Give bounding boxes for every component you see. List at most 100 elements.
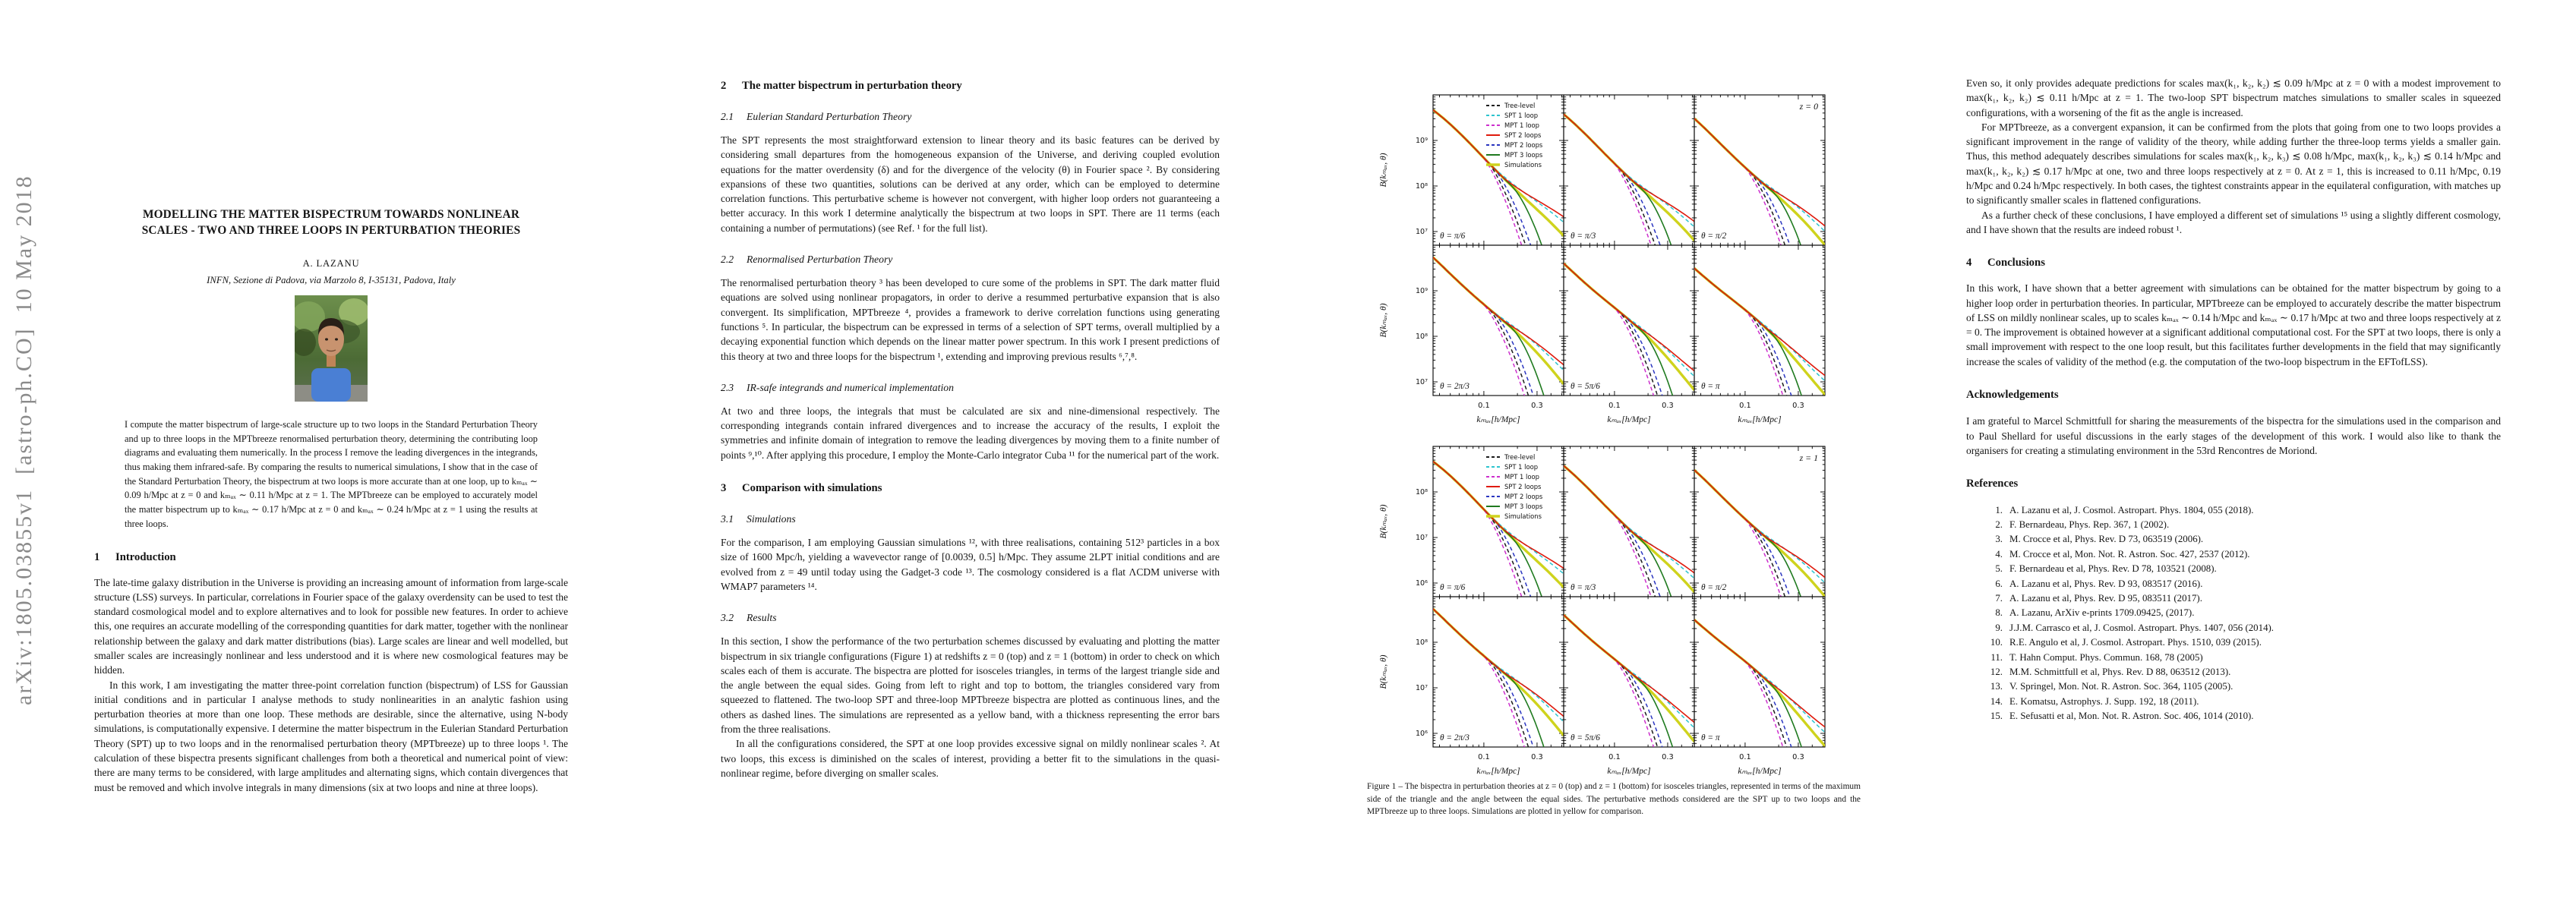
reference-text: M. Crocce et al, Mon. Not. R. Astron. So… — [2009, 548, 2250, 560]
bispectrum-panel: θ = π/6 — [1432, 94, 1564, 246]
series-curve-mpt-2-loops — [1694, 118, 1791, 245]
bispectrum-panel: θ = 5π/6 — [1563, 596, 1695, 748]
conclusions-text: In this work, I have shown that a better… — [1966, 282, 2501, 367]
panel-theta-label: θ = π/6 — [1440, 583, 1466, 592]
section-2-heading: 2 The matter bispectrum in perturbation t… — [721, 80, 962, 92]
y-tick-label: 10⁶ — [1416, 579, 1428, 588]
results-paragraph-3: As a further check of these conclusions,… — [1966, 209, 2501, 235]
photo-face — [318, 322, 344, 356]
panel-theta-label: θ = π/6 — [1440, 232, 1466, 241]
series-curve-mpt-1-loop — [1433, 608, 1526, 747]
acknowledgements-text: I am grateful to Marcel Schmittfull for … — [1966, 415, 2501, 456]
series-curve-mpt-3-loops — [1564, 614, 1674, 747]
column-title: MODELLING THE MATTER BISPECTRUM TOWARDS … — [94, 206, 568, 795]
reference-item: 1. A. Lazanu et al, J. Cosmol. Astropart… — [1966, 503, 2501, 518]
reference-item: 7. A. Lazanu et al, Phys. Rev. D 95, 083… — [1966, 591, 2501, 606]
reference-number: 10. — [1990, 637, 2003, 648]
series-curve-mpt-1-loop — [1564, 465, 1652, 597]
series-curve-simulations — [1694, 267, 1825, 396]
x-axis-label: kₘₐₓ[h/Mpc] — [1738, 767, 1781, 776]
x-tick-label: 0.1 — [1608, 753, 1621, 761]
section-3-1-text: For the comparison, I am employing Gauss… — [721, 537, 1220, 592]
photo-shirt — [311, 367, 351, 402]
y-tick-label: 10⁹ — [1416, 287, 1428, 295]
reference-number: 5. — [1995, 563, 2003, 575]
reference-item: 2. F. Bernardeau, Phys. Rep. 367, 1 (200… — [1966, 518, 2501, 532]
reference-item: 5. F. Bernardeau et al, Phys. Rev. D 78,… — [1966, 562, 2501, 576]
series-curve-spt-2-loops — [1694, 118, 1825, 227]
series-curve-mpt-2-loops — [1694, 267, 1792, 396]
panel-frame — [1694, 596, 1826, 748]
reference-number: 12. — [1990, 667, 2003, 677]
section-2-3-text: At two and three loops, the integrals th… — [721, 405, 1220, 461]
author-photo — [292, 295, 369, 402]
column-conclusions: Even so, it only provides adequate predi… — [1966, 76, 2501, 724]
legend-label: Tree-level — [1504, 102, 1535, 109]
legend-label: Simulations — [1504, 161, 1542, 169]
reference-item: 6. A. Lazanu et al, Phys. Rev. D 93, 083… — [1966, 577, 2501, 591]
series-curve-mpt-1-loop — [1694, 118, 1782, 245]
series-curve-mpt-3-loops — [1694, 619, 1803, 747]
reference-number: 9. — [1995, 622, 2003, 633]
bispectrum-panel: θ = π/3 — [1563, 94, 1695, 246]
y-tick-label: 10⁷ — [1416, 534, 1428, 542]
panel-theta-label: θ = 5π/6 — [1571, 382, 1600, 391]
y-axis-label: B(kₘₐₓ, θ) — [1379, 654, 1388, 689]
series-curve-spt-1-loop — [1694, 469, 1825, 584]
plot-legend: Tree-level SPT 1 loop MPT 1 loop SPT 2 loop… — [1486, 102, 1542, 169]
x-axis-label: kₘₐₓ[h/Mpc] — [1607, 415, 1650, 424]
legend-label: MPT 1 loop — [1504, 121, 1539, 129]
series-curve-spt-2-loops — [1694, 619, 1825, 728]
series-curve-mpt-2-loops — [1564, 614, 1663, 747]
paper-title-line2: SCALES - TWO AND THREE LOOPS IN PERTURBA… — [141, 224, 521, 237]
reference-text: A. Lazanu et al, Phys. Rev. D 95, 083511… — [2009, 592, 2202, 604]
reference-item: 3. M. Crocce et al, Phys. Rev. D 73, 063… — [1966, 532, 2501, 547]
reference-item: 14. E. Komatsu, Astrophys. J. Supp. 192,… — [1966, 695, 2501, 709]
reference-text: F. Bernardeau, Phys. Rep. 367, 1 (2002). — [2009, 519, 2170, 530]
series-curve-spt-2-loops — [1564, 614, 1694, 723]
bispectrum-panel: θ = π/3 — [1563, 446, 1695, 597]
y-axis-label: B(kₘₐₓ, θ) — [1379, 504, 1388, 538]
y-tick-label: 10⁹ — [1416, 137, 1428, 145]
reference-number: 1. — [1995, 504, 2003, 515]
intro-paragraph-1: The late-time galaxy distribution in the… — [94, 576, 568, 676]
panel-theta-label: θ = 2π/3 — [1440, 382, 1470, 391]
series-curve-tree-level — [1694, 267, 1788, 396]
panel-frame — [1563, 94, 1695, 246]
section-2-3-heading: 2.3 IR-safe integrands and numerical impl… — [721, 381, 954, 393]
panel-theta-label: θ = 2π/3 — [1440, 733, 1470, 742]
x-tick-label: 0.3 — [1531, 753, 1543, 761]
reference-item: 9. J.J.M. Carrasco et al, J. Cosmol. Ast… — [1966, 621, 2501, 635]
y-tick-label: 10⁷ — [1416, 684, 1428, 692]
series-curve-mpt-3-loops — [1694, 267, 1803, 396]
section-4-heading: 4 Conclusions — [1966, 257, 2045, 270]
x-tick-label: 0.3 — [1662, 402, 1674, 410]
series-curve-mpt-1-loop — [1433, 257, 1526, 396]
series-curve-mpt-1-loop — [1564, 263, 1655, 396]
section-3-heading: 3 Comparison with simulations — [721, 482, 882, 495]
series-curve-spt-2-loops — [1694, 469, 1825, 578]
series-curve-spt-1-loop — [1433, 608, 1564, 723]
reference-text: T. Hahn Comput. Phys. Commun. 168, 78 (2… — [2009, 651, 2203, 663]
x-tick-label: 0.3 — [1662, 753, 1674, 761]
series-curve-mpt-2-loops — [1433, 608, 1534, 747]
reference-item: 10. R.E. Angulo et al, J. Cosmol. Astrop… — [1966, 635, 2501, 650]
section-3-2-heading: 3.2 Results — [721, 612, 777, 624]
reference-text: R.E. Angulo et al, J. Cosmol. Astropart.… — [2009, 637, 2262, 648]
legend-label: MPT 2 loops — [1504, 493, 1542, 500]
series-curve-mpt-1-loop — [1694, 267, 1784, 396]
section-3-2-paragraph-1: In this section, I show the performance … — [721, 635, 1220, 736]
x-tick-label: 0.1 — [1608, 402, 1621, 410]
series-curve-mpt-1-loop — [1433, 461, 1523, 597]
x-tick-label: 0.1 — [1478, 402, 1490, 410]
reference-text: F. Bernardeau et al, Phys. Rev. D 78, 10… — [2009, 563, 2217, 575]
reference-number: 8. — [1995, 607, 2003, 619]
series-curve-simulations — [1694, 619, 1825, 747]
reference-text: A. Lazanu, ArXiv e-prints 1709.09425, (2… — [2009, 607, 2195, 619]
author-name: A. LAZANU — [302, 258, 360, 269]
results-paragraph-2: For MPTbreeze, as a convergent expansion… — [1966, 121, 2501, 206]
series-curve-mpt-3-loops — [1564, 263, 1674, 396]
y-tick-label: 10⁷ — [1416, 228, 1428, 236]
intro-paragraph-2: In this work, I am investigating the mat… — [94, 679, 568, 793]
